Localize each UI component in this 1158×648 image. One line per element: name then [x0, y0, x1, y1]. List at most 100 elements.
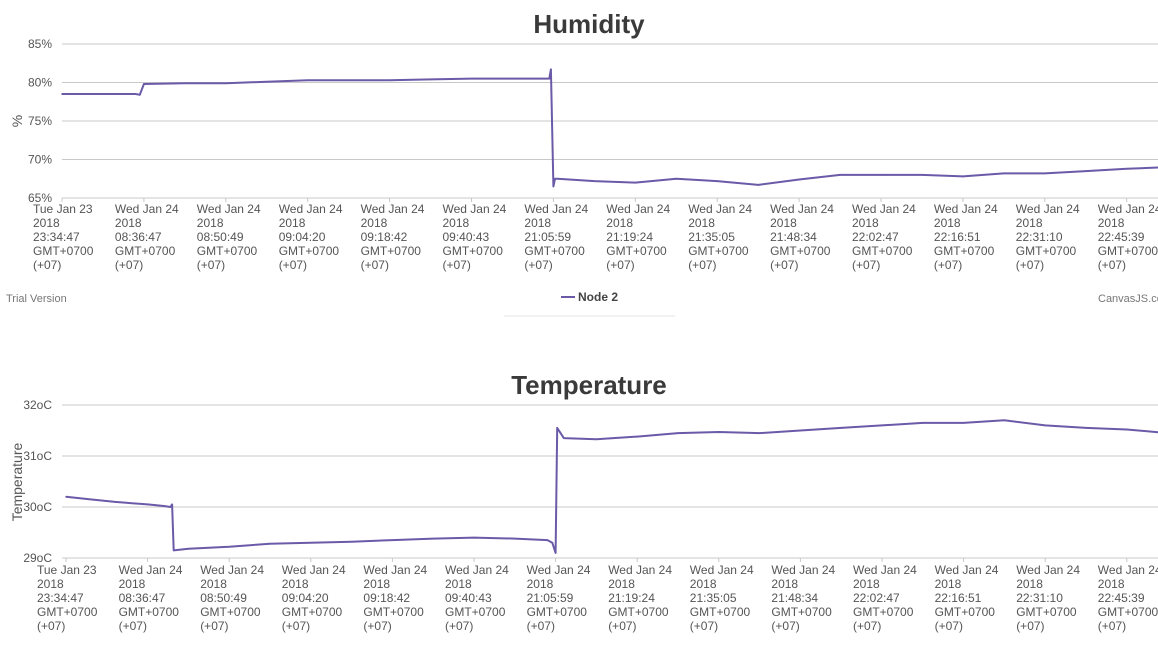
chart-title: Humidity [533, 9, 645, 39]
legend-label: Node 2 [578, 290, 618, 304]
data-point [143, 83, 145, 85]
x-tick-label: Wed Jan 24 2018 09:04:20 GMT+0700 (+07) [282, 563, 346, 633]
y-tick-label: 70% [28, 153, 52, 167]
data-point [388, 79, 391, 81]
data-point [881, 424, 883, 427]
x-tick-label: Wed Jan 24 2018 08:36:47 GMT+0700 (+07) [119, 563, 183, 633]
data-point [1003, 419, 1006, 422]
data-point [429, 78, 432, 81]
x-tick-label: Wed Jan 24 2018 09:40:43 GMT+0700 (+07) [445, 563, 509, 633]
data-point [171, 503, 173, 506]
trial-version-text: Trial Version [6, 293, 67, 305]
x-tick-label: Wed Jan 24 2018 09:40:43 GMT+0700 (+07) [443, 202, 507, 272]
data-point [677, 432, 679, 434]
x-tick-label: Wed Jan 24 2018 21:19:24 GMT+0700 (+07) [608, 563, 672, 633]
y-tick-label: 80% [28, 76, 52, 90]
data-point [473, 536, 475, 539]
canvasjs-credit: CanvasJS.com [1098, 293, 1158, 305]
data-point [347, 79, 350, 81]
data-point [799, 429, 802, 432]
data-point [840, 427, 842, 429]
data-point [551, 541, 554, 544]
data-point [1044, 172, 1046, 175]
x-tick-label: Wed Jan 24 2018 08:36:47 GMT+0700 (+07) [115, 202, 179, 272]
x-tick-label: Wed Jan 24 2018 21:35:05 GMT+0700 (+07) [690, 563, 754, 633]
data-point [716, 180, 718, 182]
data-point [134, 93, 137, 95]
x-tick-label: Wed Jan 24 2018 21:05:59 GMT+0700 (+07) [524, 202, 588, 272]
data-point [511, 77, 514, 80]
data-point [921, 174, 923, 176]
data-point [556, 427, 559, 429]
x-tick-label: Wed Jan 24 2018 22:02:47 GMT+0700 (+07) [852, 202, 916, 272]
data-point [550, 68, 552, 71]
data-point [306, 79, 309, 81]
x-tick-label: Tue Jan 23 2018 23:34:47 GMT+0700 (+07) [37, 563, 98, 633]
data-point [163, 505, 165, 507]
data-point [470, 77, 473, 80]
data-point [758, 432, 761, 434]
data-point [114, 501, 116, 503]
data-point [228, 545, 230, 548]
y-tick-label: 31oC [23, 449, 52, 463]
x-tick-label: Wed Jan 24 2018 09:18:42 GMT+0700 (+07) [361, 202, 425, 272]
x-tick-label: Wed Jan 24 2018 21:05:59 GMT+0700 (+07) [527, 563, 591, 633]
data-point [554, 177, 556, 180]
data-point [595, 438, 598, 440]
data-point [562, 437, 565, 439]
x-tick-label: Wed Jan 24 2018 09:18:42 GMT+0700 (+07) [363, 563, 427, 633]
series-line-node-2 [65, 419, 1158, 554]
data-point [593, 180, 596, 182]
x-tick-label: Wed Jan 24 2018 22:45:39 GMT+0700 (+07) [1098, 202, 1158, 272]
data-point [89, 498, 92, 501]
data-point [1085, 427, 1087, 429]
data-point [139, 94, 141, 96]
data-point [880, 174, 882, 176]
data-point [675, 177, 678, 180]
y-axis-label: Temperature [9, 442, 25, 521]
data-point [310, 541, 312, 544]
x-tick-label: Wed Jan 24 2018 21:48:34 GMT+0700 (+07) [771, 563, 835, 633]
data-point [798, 178, 800, 181]
data-point [265, 80, 268, 83]
series-line-node-2 [62, 68, 1158, 188]
data-point [839, 174, 841, 176]
x-tick-label: Wed Jan 24 2018 22:16:51 GMT+0700 (+07) [935, 563, 999, 633]
x-tick-label: Wed Jan 24 2018 22:31:10 GMT+0700 (+07) [1016, 202, 1080, 272]
data-point [172, 549, 175, 552]
data-point [1003, 172, 1005, 175]
data-point [554, 552, 557, 554]
y-axis-label: % [9, 115, 25, 127]
data-point [546, 539, 549, 541]
data-point [350, 540, 353, 543]
data-point [556, 177, 559, 180]
y-tick-label: 29oC [23, 551, 52, 565]
x-tick-label: Wed Jan 24 2018 22:02:47 GMT+0700 (+07) [853, 563, 917, 633]
data-point [636, 435, 638, 438]
data-point [552, 185, 555, 188]
x-tick-label: Wed Jan 24 2018 08:50:49 GMT+0700 (+07) [200, 563, 264, 633]
data-point [634, 181, 637, 184]
data-point [391, 539, 394, 541]
data-point [65, 496, 67, 498]
data-point [1126, 428, 1128, 431]
x-tick-label: Wed Jan 24 2018 22:45:39 GMT+0700 (+07) [1098, 563, 1158, 633]
x-tick-label: Wed Jan 24 2018 22:31:10 GMT+0700 (+07) [1016, 563, 1080, 633]
y-tick-label: 65% [28, 191, 52, 205]
x-tick-label: Wed Jan 24 2018 08:50:49 GMT+0700 (+07) [197, 202, 261, 272]
data-point [1044, 424, 1046, 427]
data-point [225, 82, 227, 85]
x-tick-label: Wed Jan 24 2018 21:35:05 GMT+0700 (+07) [688, 202, 752, 272]
data-point [962, 422, 965, 424]
data-point [1125, 167, 1128, 170]
x-tick-label: Wed Jan 24 2018 21:19:24 GMT+0700 (+07) [606, 202, 670, 272]
data-point [718, 431, 720, 433]
y-tick-label: 85% [28, 37, 52, 51]
data-point [184, 82, 186, 85]
x-tick-label: Wed Jan 24 2018 22:16:51 GMT+0700 (+07) [934, 202, 998, 272]
data-point [187, 548, 190, 550]
data-point [146, 503, 149, 506]
x-tick-label: Tue Jan 23 2018 23:34:47 GMT+0700 (+07) [33, 202, 94, 272]
data-point [757, 184, 759, 186]
